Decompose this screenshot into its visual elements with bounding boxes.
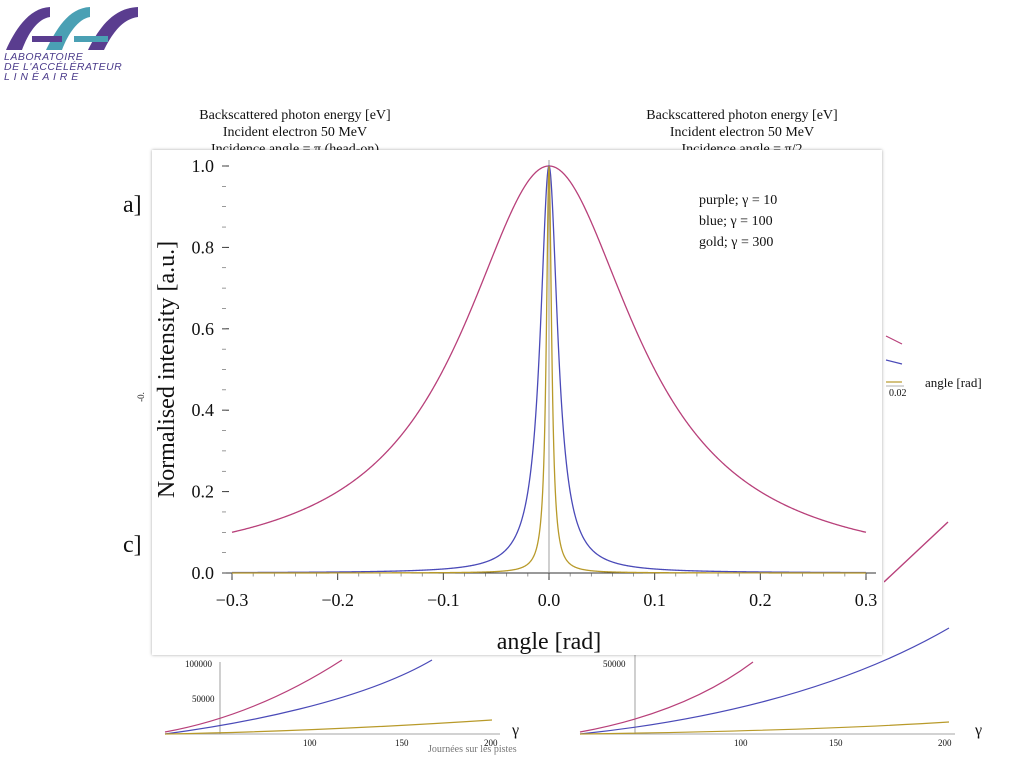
footer-fragment: Journées sur les pistes [428, 744, 517, 755]
x-tick-label: −0.1 [427, 590, 460, 610]
y-tick-label: 0.4 [192, 400, 215, 420]
x-tick-label: 0.0 [538, 590, 561, 610]
legend-entry: gold; γ = 300 [699, 235, 773, 250]
legend-entry: blue; γ = 100 [699, 214, 773, 229]
panel-label-c: c] [123, 532, 142, 558]
y-tick-label: 1.0 [192, 156, 215, 176]
bottom-right-ytick-1: 50000 [603, 659, 626, 669]
bottom-right-purple-curve [579, 661, 754, 733]
bottom-left-ytick-1: 100000 [185, 659, 212, 669]
bottom-left-xtick-3: 200 [484, 738, 498, 748]
right-axis-label: angle [rad] [925, 375, 982, 390]
y-axis-label: Normalised intensity [a.u.] [154, 241, 180, 498]
bottom-left-xtick-2: 150 [395, 738, 409, 748]
y-tick-label: 0.8 [192, 237, 215, 257]
bottom-right-gold-curve [579, 721, 950, 735]
bottom-left-plot [164, 659, 500, 735]
logo-line-3: L I N É A I R E [4, 71, 79, 83]
x-tick-label: 0.3 [855, 590, 878, 610]
bottom-right-xtick-1: 100 [734, 738, 748, 748]
right-fragment-blue [885, 359, 903, 365]
y-tick-label: 0.6 [192, 319, 215, 339]
intensity-chart: −0.3 −0.2 −0.1 0.0 0.1 0.2 0.3 0.0 0.2 0.4 0.6 0.8 1… [154, 156, 877, 655]
chart-axes [222, 160, 876, 580]
bottom-right-blue-curve [579, 627, 950, 735]
left-tick-fragment: -0. [135, 392, 146, 402]
x-tick-label: −0.2 [321, 590, 354, 610]
bottom-right-plot [579, 627, 955, 735]
bottom-right-xtick-2: 150 [829, 738, 843, 748]
x-tick-label: −0.3 [216, 590, 249, 610]
bottom-left-gold-curve [164, 719, 493, 735]
bottom-left-blue-curve [164, 659, 433, 735]
logo-purple-swoosh-2 [88, 7, 138, 50]
y-tick-label: 0.2 [192, 482, 215, 502]
bottom-left-gamma-label: γ [512, 722, 520, 739]
panel-label-a: a] [123, 192, 142, 218]
right-panel-fragments [884, 335, 949, 583]
lal-logo-icon [6, 7, 138, 50]
logo-line-1: LABORATOIRE [4, 51, 84, 63]
logo-teal-swoosh [46, 7, 90, 50]
bottom-right-xtick-3: 200 [938, 738, 952, 748]
x-tick-label: 0.1 [643, 590, 666, 610]
legend-entry: purple; γ = 10 [699, 193, 777, 208]
bottom-left-ytick-2: 50000 [192, 694, 215, 704]
logo-text: LABORATOIRE DE L'ACCÉLÉRATEUR L I N É A … [4, 51, 154, 83]
right-fragment-pink-line [884, 521, 949, 583]
x-tick-label: 0.2 [749, 590, 772, 610]
chart-labels: −0.3 −0.2 −0.1 0.0 0.1 0.2 0.3 0.0 0.2 0.4 0.6 0.8 1… [154, 156, 877, 655]
main-chart-card: −0.3 −0.2 −0.1 0.0 0.1 0.2 0.3 0.0 0.2 0.4 0.6 0.8 1… [152, 150, 882, 655]
logo-line-2: DE L'ACCÉLÉRATEUR [4, 61, 123, 73]
right-fragment-purple [885, 335, 903, 345]
logo-purple-swoosh [6, 7, 50, 50]
bottom-right-gamma-label: γ [975, 722, 983, 739]
right-tick-label: 0.02 [889, 388, 907, 399]
series-line-gamma-300 [232, 165, 866, 574]
chart-curves [231, 164, 867, 574]
y-tick-label: 0.0 [192, 563, 215, 583]
bottom-left-xtick-1: 100 [303, 738, 317, 748]
bottom-left-purple-curve [164, 659, 343, 733]
x-axis-label: angle [rad] [497, 629, 602, 655]
